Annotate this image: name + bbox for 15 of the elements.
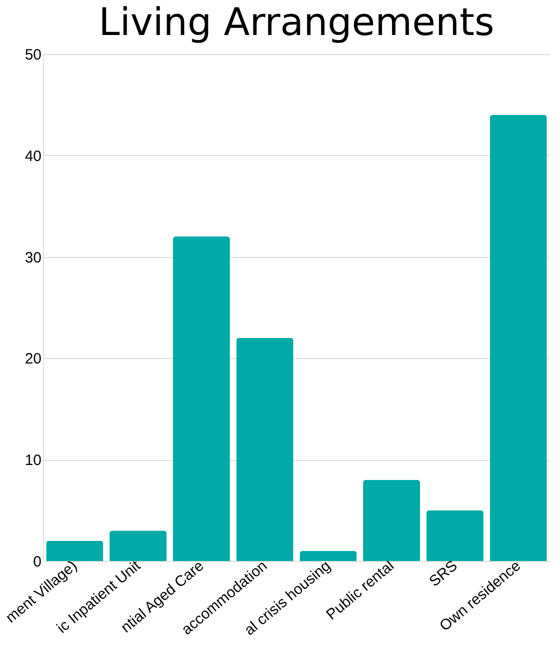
- chart-title: Living Arrangements: [98, 0, 494, 44]
- y-tick-label: 10: [24, 452, 42, 470]
- bar: [172, 236, 230, 561]
- bar: [236, 338, 294, 561]
- y-tick-label: 20: [24, 350, 42, 368]
- bar: [363, 480, 420, 561]
- x-tick-label: SRS: [426, 557, 461, 590]
- y-tick-label: 50: [24, 46, 42, 64]
- bar: [300, 550, 357, 561]
- bar: [110, 530, 167, 561]
- bar: [490, 114, 547, 561]
- bar: [426, 510, 484, 561]
- y-tick-label: 30: [24, 249, 42, 266]
- bar: [46, 540, 104, 561]
- y-tick-label: 40: [24, 148, 42, 165]
